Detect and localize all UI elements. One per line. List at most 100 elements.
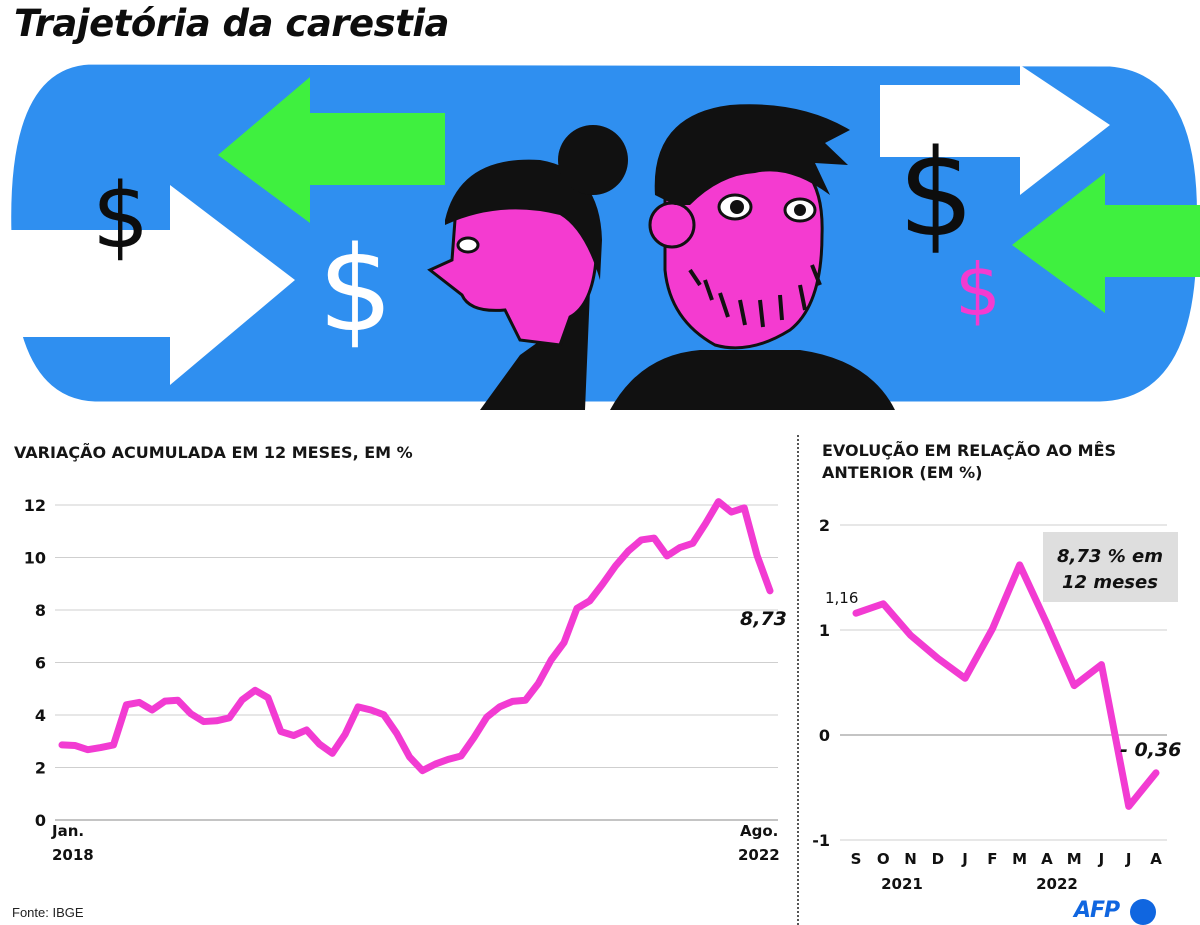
data-point (267, 697, 269, 699)
y-tick-label: 8 (35, 601, 46, 620)
woman-figure (427, 125, 628, 410)
data-point (409, 756, 411, 758)
x-tick-label: O (877, 850, 890, 868)
callout-line2: 12 meses (1062, 572, 1158, 593)
divider (797, 435, 799, 925)
data-point (318, 743, 320, 745)
data-point (730, 511, 732, 513)
data-point (882, 603, 884, 605)
y-tick-label: 2 (819, 516, 830, 535)
data-point (421, 770, 423, 772)
data-point (855, 612, 857, 614)
data-point (640, 539, 642, 541)
data-point (769, 590, 771, 592)
series-line (852, 561, 1160, 810)
data-point (512, 700, 514, 702)
left-chart: 0 2 4 6 8 10 12 Jan. 2018 Ago. 2022 8,73 (24, 496, 787, 864)
y-tick-label: 0 (35, 811, 46, 830)
afp-logo-dot (1130, 899, 1156, 925)
data-point (112, 744, 114, 746)
data-point (87, 749, 89, 751)
right-chart-subtitle: EVOLUÇÃO EM RELAÇÃO AO MÊS ANTERIOR (EM … (822, 441, 1117, 482)
first-value-label: 1,16 (825, 589, 858, 607)
data-point (910, 634, 912, 636)
data-point (1100, 664, 1102, 666)
last-value-label: - 0,36 (1120, 739, 1181, 761)
x-tick-label: N (904, 850, 917, 868)
data-point (964, 677, 966, 679)
source-note: Fonte: IBGE (12, 905, 84, 920)
y-tick-label: -1 (812, 831, 830, 850)
data-point (331, 752, 333, 754)
y-tick-label: 2 (35, 759, 46, 778)
data-point (756, 555, 758, 557)
data-point (125, 704, 127, 706)
data-point (344, 733, 346, 735)
data-point (718, 501, 720, 503)
data-point (357, 706, 359, 708)
x-start-label-line1: Jan. (51, 822, 84, 840)
data-point (254, 689, 256, 691)
data-point (743, 507, 745, 509)
dollar-icon: $ (898, 125, 974, 264)
data-point (627, 550, 629, 552)
callout-line1: 8,73 % em (1057, 546, 1163, 567)
y-tick-label: 1 (819, 621, 830, 640)
data-point (705, 522, 707, 524)
x-start-label-line2: 2018 (52, 846, 94, 864)
page-title: Trajetória da carestia (14, 2, 450, 45)
data-point (692, 542, 694, 544)
data-point (1155, 772, 1157, 774)
data-point (473, 737, 475, 739)
data-point (370, 709, 372, 711)
x-tick-label: J (961, 850, 968, 868)
data-point (460, 755, 462, 757)
data-point (550, 659, 552, 661)
data-point (177, 699, 179, 701)
data-point (306, 729, 308, 731)
x-end-label-line2: 2022 (738, 846, 780, 864)
x-tick-label: D (932, 850, 944, 868)
data-point (241, 699, 243, 701)
data-point (434, 763, 436, 765)
dollar-icon: $ (955, 248, 1001, 332)
arrow-right-icon (880, 65, 1110, 195)
data-point (203, 721, 205, 723)
data-point (524, 699, 526, 701)
data-point (61, 744, 63, 746)
data-point (486, 716, 488, 718)
last-value-annotation: 8,73 (740, 608, 787, 630)
y-tick-label: 4 (35, 706, 46, 725)
data-point (293, 734, 295, 736)
data-point (1073, 685, 1075, 687)
data-point (138, 701, 140, 703)
dollar-icon: $ (92, 164, 149, 269)
data-point (937, 657, 939, 659)
x-tick-label: A (1150, 850, 1162, 868)
data-point (151, 709, 153, 711)
x-end-label-line1: Ago. (740, 822, 778, 840)
data-point (666, 555, 668, 557)
data-point (215, 720, 217, 722)
x-tick-label: F (987, 850, 997, 868)
data-point (991, 628, 993, 630)
data-point (653, 537, 655, 539)
series-line (58, 498, 774, 775)
x-tick-label: S (851, 850, 862, 868)
y-tick-label: 12 (24, 496, 46, 515)
arrow-left-icon (218, 77, 445, 223)
data-point (499, 706, 501, 708)
data-point (679, 547, 681, 549)
afp-logo: AFP (1074, 898, 1120, 923)
x-tick-label: M (1067, 850, 1082, 868)
data-point (280, 731, 282, 733)
arrow-right-icon (0, 185, 295, 385)
data-point (228, 717, 230, 719)
arrow-left-icon (1012, 173, 1200, 313)
x-tick-label: J (1125, 850, 1132, 868)
y-tick-label: 10 (24, 549, 46, 568)
x-tick-label: A (1041, 850, 1053, 868)
data-point (100, 747, 102, 749)
data-point (74, 744, 76, 746)
